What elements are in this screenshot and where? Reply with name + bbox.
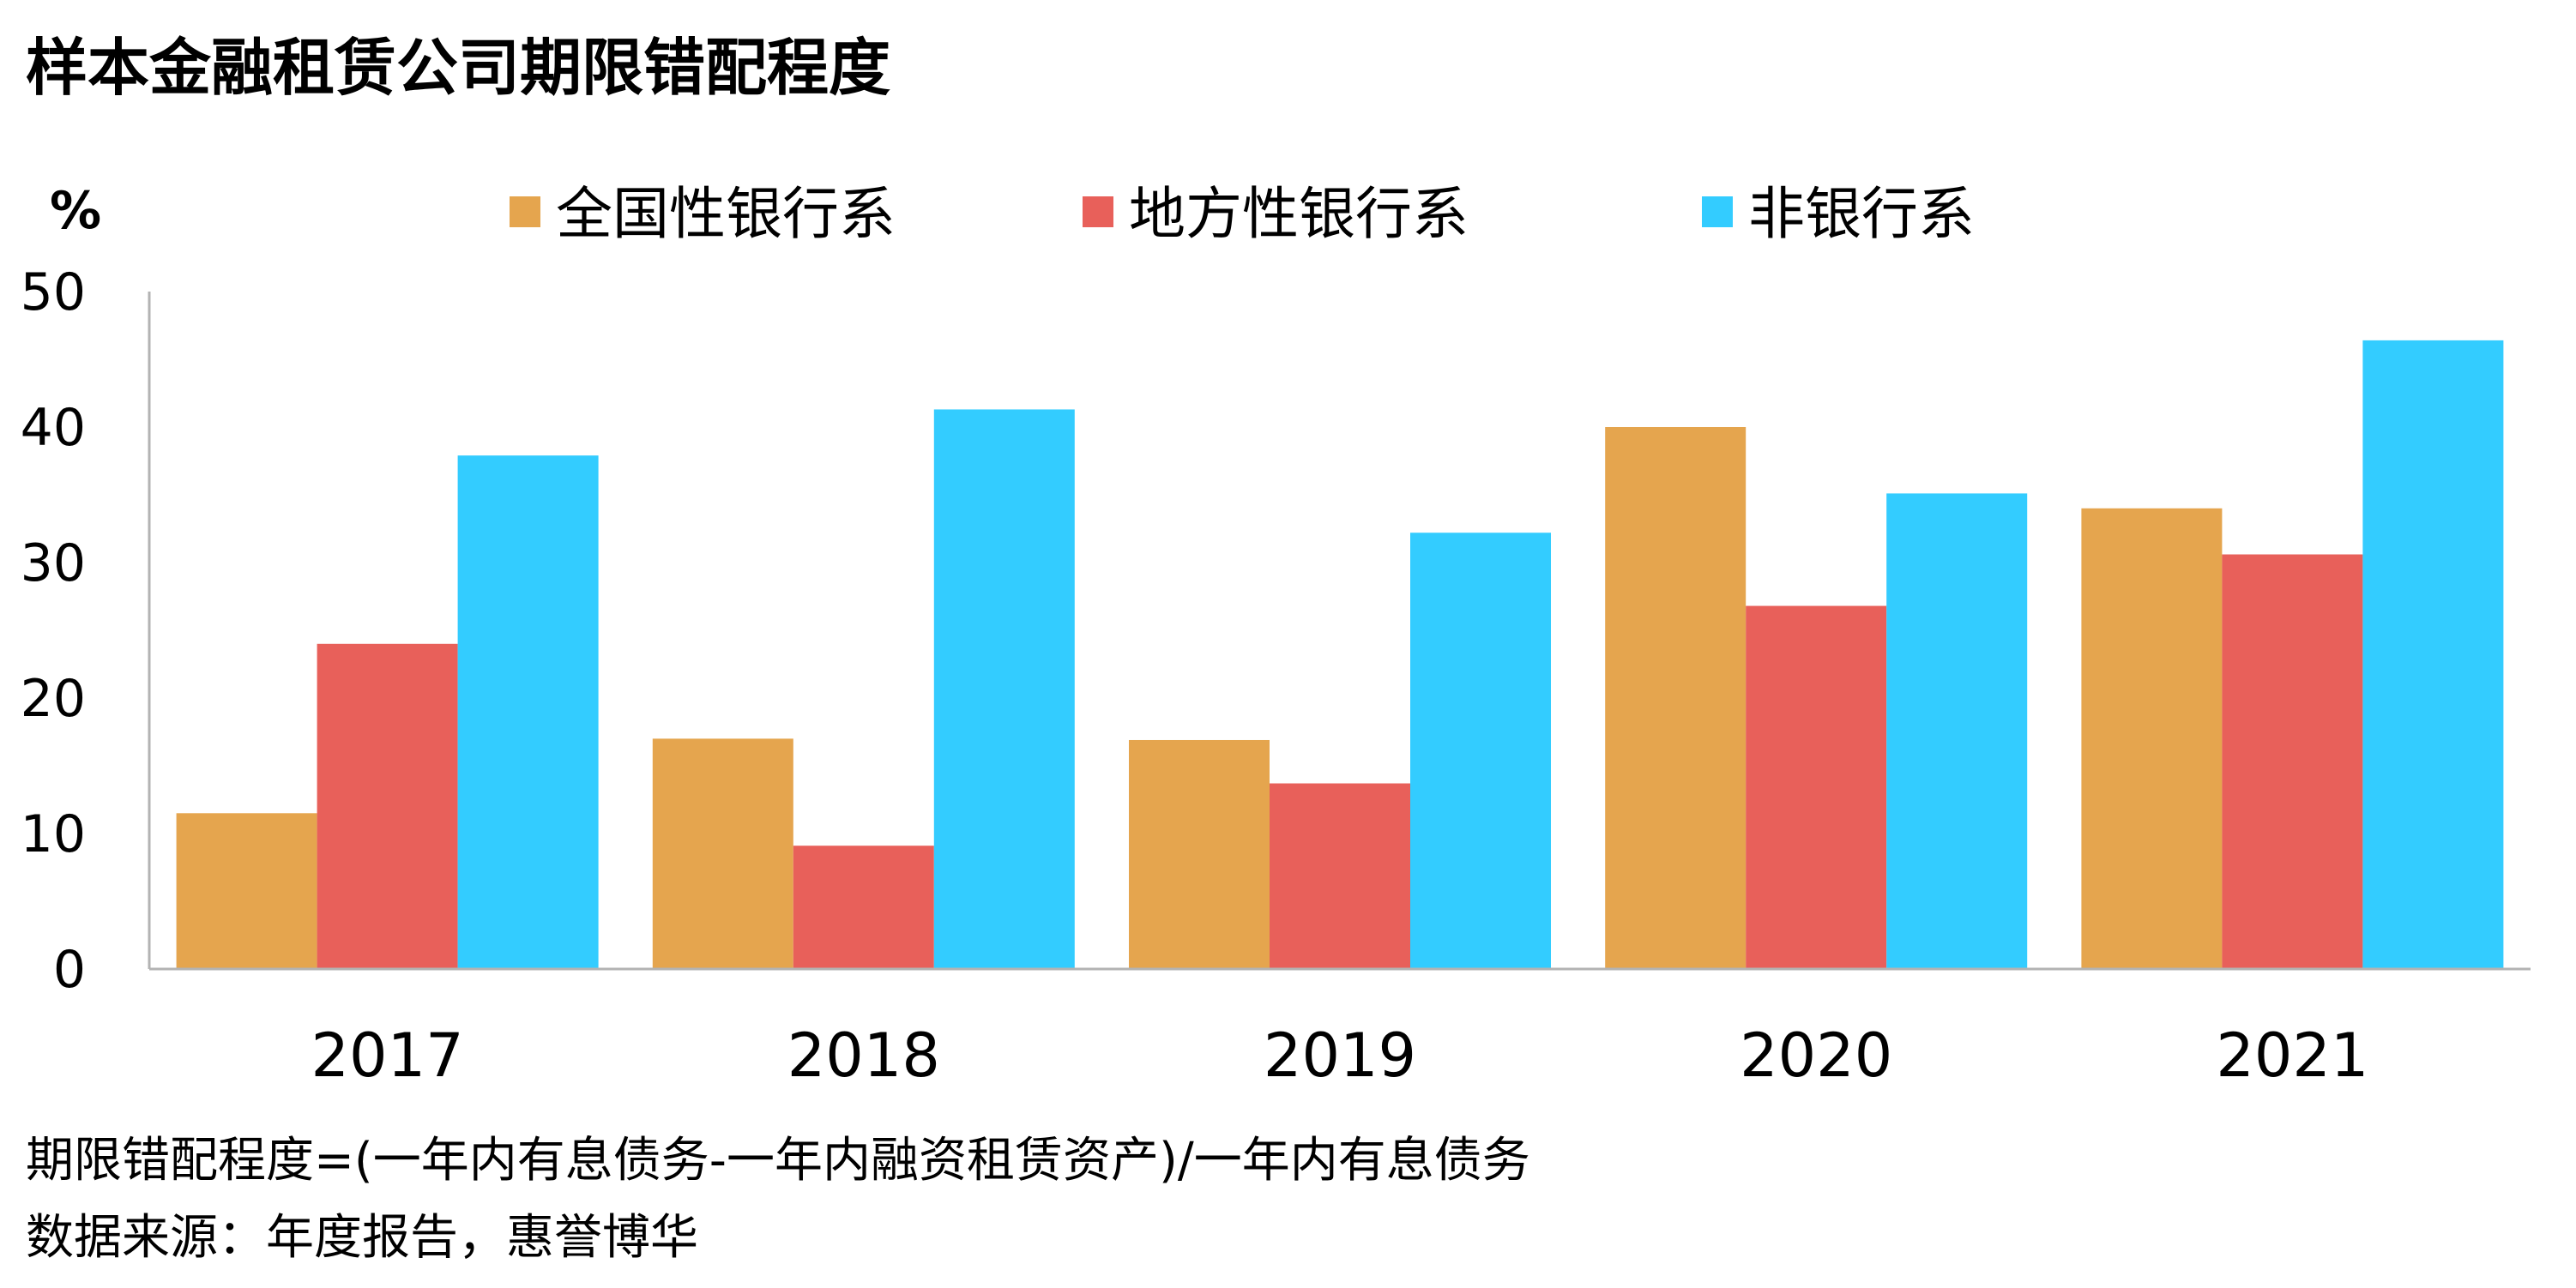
bar-2019-series-3 (1410, 533, 1551, 969)
x-tick-label-2020: 2020 (1740, 1020, 1892, 1091)
x-axis-ticks: 2017 2018 2019 2020 2021 (311, 1020, 2369, 1091)
bar-2019-series-2 (1270, 783, 1410, 969)
legend: 全国性银行系 地方性银行系 非银行系 (510, 181, 1975, 247)
x-tick-label-2021: 2021 (2216, 1020, 2368, 1091)
bar-2020-series-1 (1605, 427, 1746, 969)
bar-2018-series-3 (933, 409, 1075, 970)
x-tick-label-2018: 2018 (787, 1020, 940, 1091)
source-note: 数据来源：年度报告，惠誉博华 (26, 1210, 698, 1266)
x-tick-label-2019: 2019 (1264, 1020, 1416, 1091)
y-axis-ticks: 0 10 20 30 40 50 (21, 262, 86, 1000)
y-tick-label-20: 20 (21, 669, 86, 729)
legend-label-2: 地方性银行系 (1129, 181, 1469, 247)
legend-swatch-3 (1702, 196, 1733, 227)
bar-2019-series-1 (1129, 739, 1270, 969)
y-tick-label-0: 0 (53, 940, 86, 1000)
bar-2021-series-3 (2362, 340, 2504, 969)
chart-title: 样本金融租赁公司期限错配程度 (26, 32, 890, 104)
legend-label-3: 非银行系 (1748, 181, 1975, 247)
bars (176, 340, 2504, 970)
bar-2017-series-3 (457, 455, 599, 969)
y-tick-label-50: 50 (21, 262, 86, 322)
y-tick-label-40: 40 (21, 398, 86, 458)
x-tick-label-2017: 2017 (311, 1020, 464, 1091)
legend-swatch-1 (510, 196, 540, 227)
bar-2018-series-2 (793, 846, 934, 969)
bar-2021-series-2 (2222, 554, 2363, 969)
bar-2018-series-1 (652, 738, 793, 969)
bar-2017-series-1 (176, 813, 317, 969)
bar-2017-series-2 (317, 643, 458, 969)
formula-note: 期限错配程度=(一年内有息债务-一年内融资租赁资产)/一年内有息债务 (26, 1133, 1530, 1189)
bar-2020-series-3 (1886, 493, 2028, 969)
bar-2020-series-2 (1746, 605, 1887, 969)
y-tick-label-30: 30 (21, 533, 86, 593)
legend-label-1: 全国性银行系 (556, 181, 896, 247)
bar-2021-series-1 (2081, 508, 2223, 969)
legend-swatch-2 (1083, 196, 1113, 227)
y-tick-label-10: 10 (21, 804, 86, 864)
y-axis-unit: % (50, 181, 101, 241)
